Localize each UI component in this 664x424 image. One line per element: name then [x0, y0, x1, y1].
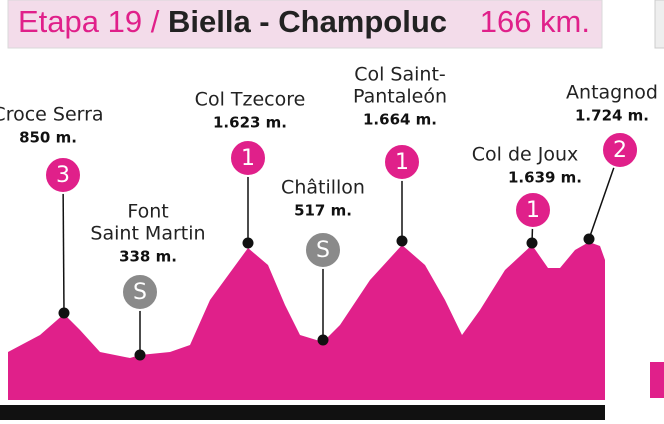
point-dot: [526, 237, 538, 249]
badge-label: 1: [241, 146, 255, 171]
badge: [383, 143, 421, 181]
badge-label: 2: [613, 138, 627, 163]
point-name: Saint Martin: [90, 223, 205, 245]
point-name: Pantaleón: [353, 86, 447, 108]
badge: [304, 231, 342, 269]
point-elevation: 517 m.: [294, 202, 352, 220]
point-dot: [396, 235, 408, 247]
point-dot: [58, 307, 70, 319]
baseline-bar: [0, 405, 605, 420]
badge-label: 3: [56, 163, 70, 188]
badge-label: 1: [395, 150, 409, 175]
badge: [121, 273, 159, 311]
badge: [514, 191, 552, 229]
badge-label: 1: [526, 198, 540, 223]
point-dot: [242, 237, 254, 249]
point-dot: [134, 349, 146, 361]
separator: /: [151, 4, 160, 39]
route: Biella - Champoluc: [168, 4, 447, 39]
profile: [8, 242, 605, 400]
point-dot: [317, 334, 329, 346]
point-elevation: 1.639 m.: [508, 169, 582, 187]
point-name: Croce Serra: [0, 104, 104, 126]
connector: [62, 174, 65, 314]
point-name: Châtillon: [281, 177, 365, 199]
header: Etapa 19 / Biella - Champoluc: [18, 4, 447, 39]
badge-label: S: [316, 238, 330, 263]
point-elevation: 1.664 m.: [363, 111, 437, 129]
point-name: Antagnod: [566, 82, 658, 104]
point-elevation: 1.724 m.: [575, 107, 649, 125]
distance: 166 km.: [480, 4, 590, 39]
badge: [44, 156, 82, 194]
badge-label: S: [133, 280, 147, 305]
point-elevation: 338 m.: [119, 248, 177, 266]
badge: [229, 139, 267, 177]
point-name: Font: [127, 201, 168, 223]
next-profile: [650, 362, 664, 398]
point-dot: [583, 233, 595, 245]
badge: [601, 131, 639, 169]
point-elevation: 1.623 m.: [213, 114, 287, 132]
point-name: Col de Joux: [472, 144, 579, 166]
point-name: Col Tzecore: [195, 89, 306, 111]
stage-number: Etapa 19: [18, 4, 142, 39]
side-panel: [654, 0, 664, 49]
header-bar: [7, 0, 603, 49]
point-elevation: 850 m.: [19, 129, 77, 147]
point-name: Col Saint-: [354, 64, 446, 86]
